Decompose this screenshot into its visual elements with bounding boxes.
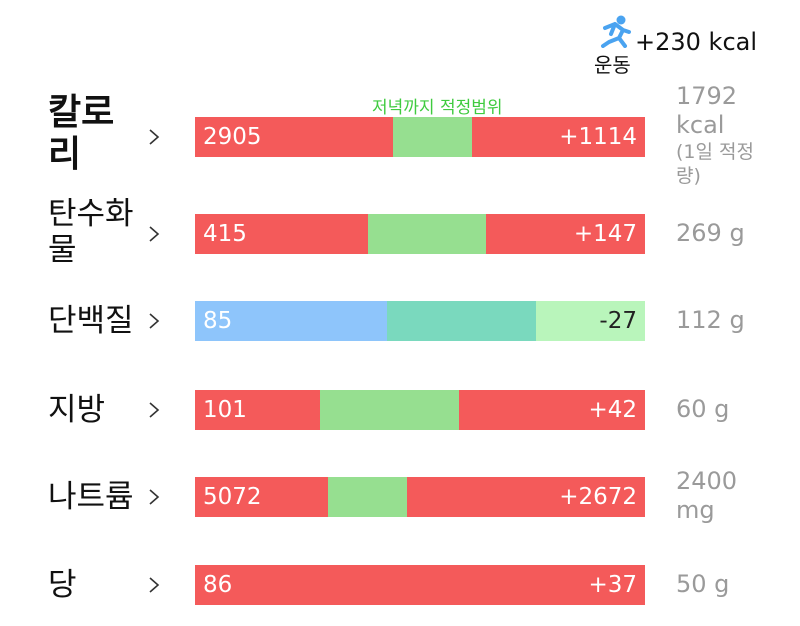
nutrient-bar: 415 +147 — [195, 214, 645, 254]
bar-segment — [195, 390, 320, 430]
bar-segment — [195, 301, 387, 341]
intake-value: 101 — [203, 397, 247, 423]
target-amount: 112 g — [676, 306, 745, 334]
intake-value: 86 — [203, 572, 233, 598]
chevron[interactable] — [148, 312, 160, 330]
bar-segment — [472, 117, 645, 157]
intake-value: 415 — [203, 221, 247, 247]
chevron[interactable] — [148, 576, 160, 594]
target-value: 60 g — [676, 395, 786, 424]
intake-value: 5072 — [203, 484, 262, 510]
bar-segment — [459, 390, 645, 430]
bar-segment — [536, 301, 645, 341]
bar-segment — [328, 477, 407, 517]
nutrient-bar: 5072 +2672 — [195, 477, 645, 517]
diff-value: +2672 — [559, 484, 637, 510]
nutrient-bar: 86 +37 — [195, 565, 645, 605]
diff-value: -27 — [599, 308, 637, 334]
bar-segment — [486, 214, 645, 254]
target-amount: 60 g — [676, 395, 730, 423]
range-label: 저녁까지 적정범위 — [372, 98, 503, 118]
nutrient-name: 지방 — [48, 392, 106, 428]
target-value: 50 g — [676, 570, 786, 599]
bar-segment — [393, 117, 472, 157]
diff-value: +42 — [588, 397, 637, 423]
bar-segment — [195, 117, 393, 157]
exercise-label: 운동 — [594, 53, 631, 77]
target-value: 269 g — [676, 219, 786, 248]
bar-segment — [320, 390, 459, 430]
nutrient-name: 탄수화물 — [48, 196, 134, 268]
target-amount: 50 g — [676, 570, 730, 598]
target-amount: 269 g — [676, 219, 745, 247]
exercise-icon — [601, 15, 631, 48]
target-value: 2400 mg — [676, 467, 756, 525]
bar-segment — [195, 214, 368, 254]
nutrient-name: 단백질 — [48, 303, 134, 339]
nutrient-name: 나트륨 — [48, 479, 134, 515]
chevron[interactable] — [148, 488, 160, 506]
target-value: 1792 kcal (1일 적정량) — [676, 82, 756, 188]
bar-segment — [407, 477, 645, 517]
chevron[interactable] — [148, 225, 160, 243]
target-amount: 1792 kcal — [676, 82, 738, 139]
bar-segment — [368, 214, 486, 254]
nutrient-name: 당 — [48, 567, 77, 603]
chevron[interactable] — [148, 401, 160, 419]
bar-segment — [195, 477, 328, 517]
diff-value: +147 — [573, 221, 637, 247]
bar-segment — [387, 301, 536, 341]
target-amount: 2400 mg — [676, 467, 738, 524]
diff-value: +37 — [588, 572, 637, 598]
target-note: (1일 적정량) — [676, 141, 754, 187]
nutrient-name: 칼로리 — [48, 92, 115, 175]
chevron[interactable] — [148, 128, 160, 146]
nutrient-bar: 85 -27 — [195, 301, 645, 341]
exercise-kcal: +230 kcal — [635, 28, 758, 56]
diff-value: +1114 — [559, 124, 637, 150]
intake-value: 85 — [203, 308, 233, 334]
target-value: 112 g — [676, 306, 786, 335]
nutrient-bar: 101 +42 — [195, 390, 645, 430]
bar-segment — [195, 565, 645, 605]
intake-value: 2905 — [203, 124, 262, 150]
nutrient-bar: 2905 +1114 — [195, 117, 645, 157]
